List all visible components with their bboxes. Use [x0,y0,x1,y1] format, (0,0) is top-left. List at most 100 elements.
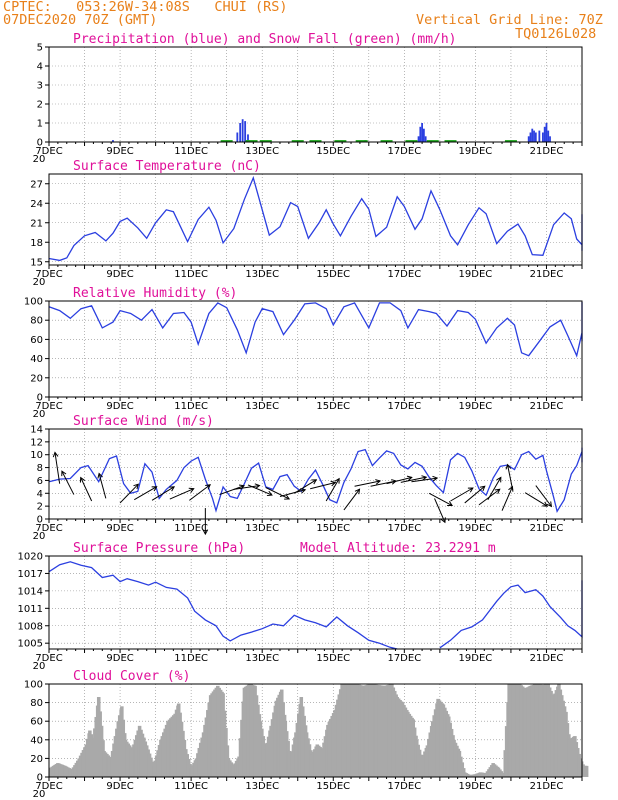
wind-arrow [98,473,107,499]
wind-arrow [464,485,486,504]
wind-xtick-label: 15DEC [316,523,350,534]
precipitation-xtick-label: 7DEC [35,146,62,157]
pressure-xtick-label: 9DEC [106,653,133,664]
wind-ytick-label: 8 [37,463,43,474]
cloud-ytick-label: 80 [30,698,43,709]
wind-arrow [293,479,317,494]
wind-arrow [279,489,306,497]
wind-xtick-label: 13DEC [245,523,279,534]
humidity-ytick-label: 20 [30,373,43,384]
wind-frame [48,428,583,520]
wind-arrow [524,492,548,507]
cloud-bar [584,765,589,777]
temperature-xtick-label: 15DEC [316,269,350,280]
precip-bar [241,119,244,142]
pressure-title: Surface Pressure (hPa) [73,541,245,556]
snowfall-bar [245,140,258,142]
pressure-xtick-label: 21DEC [530,653,564,664]
wind-arrow [61,470,75,495]
precip-bar [538,130,541,142]
humidity-xtick-label: 11DEC [174,401,208,412]
humidity-title: Relative Humidity (%) [73,286,237,301]
humidity-ytick-label: 0 [37,393,43,404]
humidity-xtick-label: 7DEC [35,401,62,412]
wind-arrow [189,484,211,501]
wind-arrow [80,477,93,502]
wind-arrow [325,478,340,502]
wind-arrow [450,487,474,502]
header-code: TQ0126L028 [515,26,597,42]
temperature-title: Surface Temperature (nC) [73,159,261,174]
cloud-ytick-label: 100 [24,680,43,691]
temperature-xtick-label: 13DEC [245,269,279,280]
precip-bar [239,123,242,142]
snowfall-bar [220,140,233,142]
wind-arrowhead [375,479,382,485]
snowfall-bar [334,140,347,142]
wind-ytick-label: 10 [30,450,43,461]
wind-arrowhead [406,475,413,482]
precip-bar [236,132,239,142]
cloud-xtick-label: 19DEC [459,781,493,792]
pressure-ytick-label: 1017 [18,569,43,580]
precip-bar [421,123,423,142]
humidity-xtick-label: 15DEC [316,401,350,412]
precip-bar [112,140,114,142]
wind-year-prefix: 20 [33,531,46,542]
snowfall-bar [355,140,368,142]
wind-xtick-label: 17DEC [387,523,421,534]
snowfall-bar [380,140,393,142]
temperature-ytick-label: 21 [30,218,43,229]
wind-arrowhead [52,451,59,458]
precipitation-ytick-label: 0 [37,138,43,149]
pressure-frame [48,555,583,650]
wind-arrowhead [447,501,454,507]
snowfall-bar [426,140,439,142]
precip-bar [417,136,420,142]
temperature-year-prefix: 20 [33,277,46,288]
wind-arrow [247,484,273,496]
wind-arrow [119,483,139,504]
temperature-xtick-label: 9DEC [106,269,133,280]
pressure-xtick-label: 13DEC [245,653,279,664]
wind-xtick-label: 9DEC [106,523,133,534]
wind-ytick-label: 2 [37,502,43,513]
precipitation-ytick-label: 1 [37,119,43,130]
precip-bar [542,132,544,142]
precipitation-ytick-label: 5 [37,43,43,54]
cloud-xtick-label: 17DEC [387,781,421,792]
pressure-ytick-label: 1008 [18,621,43,632]
temperature-ytick-label: 24 [30,199,43,210]
temperature-xtick-label: 21DEC [530,269,564,280]
wind-xtick-label: 19DEC [459,523,493,534]
precipitation-xtick-label: 13DEC [245,146,279,157]
wind-ytick-label: 4 [37,489,43,500]
snowfall-bar [291,140,304,142]
wind-xtick-label: 7DEC [35,523,62,534]
snowfall-bar [444,140,457,142]
wind-ytick-label: 0 [37,515,43,526]
cloud-ytick-label: 40 [30,735,43,746]
precip-bar [531,128,534,142]
precip-bar [244,121,247,142]
precipitation-ytick-label: 3 [37,81,43,92]
pressure-annotation: Model Altitude: 23.2291 m [300,541,496,556]
temperature-ytick-label: 15 [30,257,43,268]
precipitation-xtick-label: 9DEC [106,146,133,157]
precip-bar [419,126,422,142]
precip-bar [529,132,532,142]
wind-arrowhead [542,501,549,507]
wind-arrow [411,477,438,483]
humidity-xtick-label: 13DEC [245,401,279,412]
temperature-xtick-label: 17DEC [387,269,421,280]
humidity-frame [48,300,583,398]
wind-title: Surface Wind (m/s) [73,414,214,429]
precipitation-xtick-label: 15DEC [316,146,350,157]
wind-arrow [219,485,245,496]
wind-arrow [386,476,412,485]
cloud-xtick-label: 7DEC [35,781,62,792]
humidity-xtick-label: 17DEC [387,401,421,412]
pressure-xtick-label: 15DEC [316,653,350,664]
precipitation-xtick-label: 11DEC [174,146,208,157]
precipitation-xtick-label: 19DEC [459,146,493,157]
